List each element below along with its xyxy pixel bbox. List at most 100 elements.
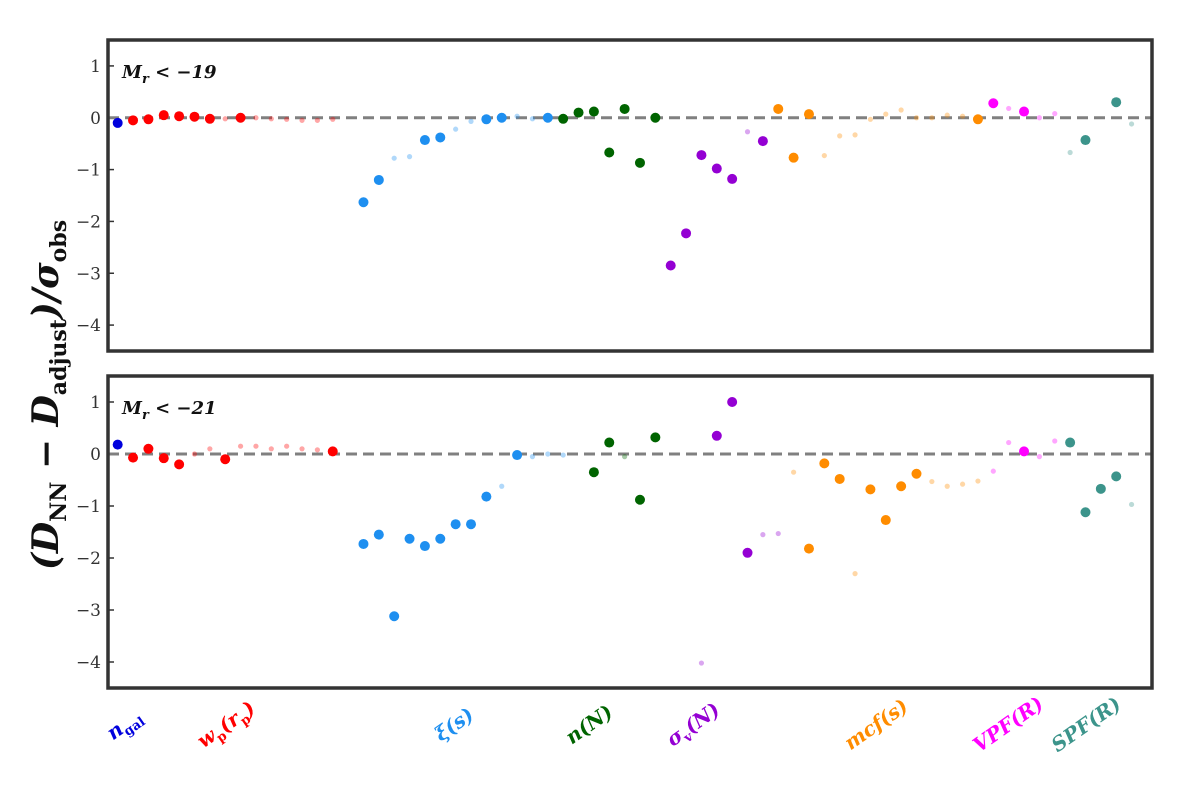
data-point-vpf xyxy=(1006,105,1012,112)
data-point-mcf xyxy=(929,115,935,121)
data-point-vpf xyxy=(1006,439,1012,446)
y-tick-label: −3 xyxy=(76,601,101,621)
data-point-xi xyxy=(468,118,474,124)
data-point-wp xyxy=(235,112,246,123)
data-point-wp xyxy=(268,446,274,452)
data-point-wp xyxy=(314,117,320,123)
data-point-sigma xyxy=(727,397,738,407)
data-point-nN xyxy=(558,113,569,124)
data-point-wp xyxy=(158,453,169,464)
panel-label: Mr < −19 xyxy=(121,62,217,87)
data-point-sigma xyxy=(696,150,707,161)
data-point-xi xyxy=(514,113,520,119)
data-point-nN xyxy=(622,454,628,460)
data-point-sigma xyxy=(775,530,781,537)
data-point-xi xyxy=(391,155,397,161)
y-tick-label: −2 xyxy=(76,549,101,569)
data-point-spf xyxy=(1111,97,1122,108)
data-point-wp xyxy=(174,459,185,470)
data-point-mcf xyxy=(788,152,799,163)
data-point-mcf xyxy=(773,103,784,114)
data-point-vpf xyxy=(1036,115,1042,121)
y-tick-label: 1 xyxy=(90,57,101,77)
data-point-vpf xyxy=(1036,454,1042,460)
data-point-mcf xyxy=(959,113,966,119)
data-point-nN xyxy=(634,494,645,505)
data-point-nN xyxy=(650,432,661,443)
data-point-vpf xyxy=(1052,438,1058,444)
data-point-spf xyxy=(1111,471,1122,482)
data-point-spf xyxy=(1080,135,1091,146)
data-point-nN xyxy=(619,103,630,114)
panel-2: 1 0 −1 −2 −3 −4 Mr < −21 xyxy=(76,374,1154,690)
data-point-xi xyxy=(373,174,384,185)
data-point-wp xyxy=(191,451,198,457)
data-point-xi xyxy=(529,454,536,460)
data-point-wp xyxy=(128,452,139,463)
data-point-xi xyxy=(406,154,413,160)
category-label-wp: wp(rp) xyxy=(193,696,262,756)
data-point-wp xyxy=(143,443,154,454)
y-tick-label: 1 xyxy=(90,393,101,413)
data-point-wp xyxy=(143,114,154,125)
data-point-mcf xyxy=(791,469,797,475)
data-point-mcf xyxy=(944,112,950,118)
data-point-xi xyxy=(453,126,459,132)
data-point-mcf xyxy=(803,543,814,554)
y-axis-label: (DNN − Dadjust)/σobs xyxy=(25,220,72,570)
data-point-wp xyxy=(268,116,274,122)
data-point-spf xyxy=(1095,483,1106,494)
data-point-xi xyxy=(560,452,566,458)
panel-frame xyxy=(106,38,1154,353)
data-point-wp xyxy=(222,116,228,122)
data-point-xi xyxy=(389,611,400,622)
data-point-vpf xyxy=(988,98,999,109)
panels: 1 0 −1 −2 −3 −4 Mr < −19 1 0 −1 −2 −3 −4 Mr < −21 xyxy=(76,38,1154,690)
data-point-mcf xyxy=(975,478,981,484)
panel-frame xyxy=(106,374,1154,690)
data-point-mcf xyxy=(834,473,845,484)
data-point-mcf xyxy=(819,458,830,469)
data-point-mcf xyxy=(972,114,983,125)
data-point-xi xyxy=(496,112,507,123)
data-point-xi xyxy=(419,135,430,146)
data-point-vpf xyxy=(1052,111,1058,117)
data-point-wp xyxy=(284,116,290,122)
panel-label: Mr < −21 xyxy=(121,398,217,423)
data-point-xi xyxy=(404,533,415,544)
data-point-sigma xyxy=(727,173,738,184)
data-point-xi xyxy=(529,116,536,122)
data-point-sigma xyxy=(665,260,676,271)
data-point-nN xyxy=(604,147,615,158)
data-point-mcf xyxy=(959,481,966,487)
category-label-mcf: mcf(s) xyxy=(840,694,913,755)
y-tick-label: −1 xyxy=(76,497,101,517)
data-point-nN xyxy=(573,107,584,118)
data-point-nN xyxy=(588,467,599,478)
data-point-xi xyxy=(512,450,523,461)
data-point-sigma xyxy=(698,660,705,666)
data-point-mcf xyxy=(803,109,814,120)
data-point-spf xyxy=(1080,507,1091,518)
data-point-mcf xyxy=(913,115,920,121)
data-point-mcf xyxy=(896,481,907,492)
data-point-n_gal xyxy=(112,439,123,450)
data-point-mcf xyxy=(944,483,950,489)
data-point-mcf xyxy=(867,116,874,122)
data-point-sigma xyxy=(681,228,692,239)
data-point-mcf xyxy=(929,478,935,485)
data-point-wp xyxy=(204,113,215,124)
data-point-wp xyxy=(174,111,185,122)
data-point-wp xyxy=(189,111,200,122)
data-point-xi xyxy=(499,483,505,489)
y-tick-label: −3 xyxy=(76,264,101,284)
data-point-xi xyxy=(358,538,369,549)
data-point-vpf xyxy=(1019,106,1030,117)
data-point-nN xyxy=(604,437,615,448)
data-point-xi xyxy=(419,541,430,552)
data-point-wp xyxy=(207,446,213,452)
data-point-wp xyxy=(128,115,139,126)
data-point-mcf xyxy=(852,571,858,577)
data-point-nN xyxy=(650,112,661,123)
